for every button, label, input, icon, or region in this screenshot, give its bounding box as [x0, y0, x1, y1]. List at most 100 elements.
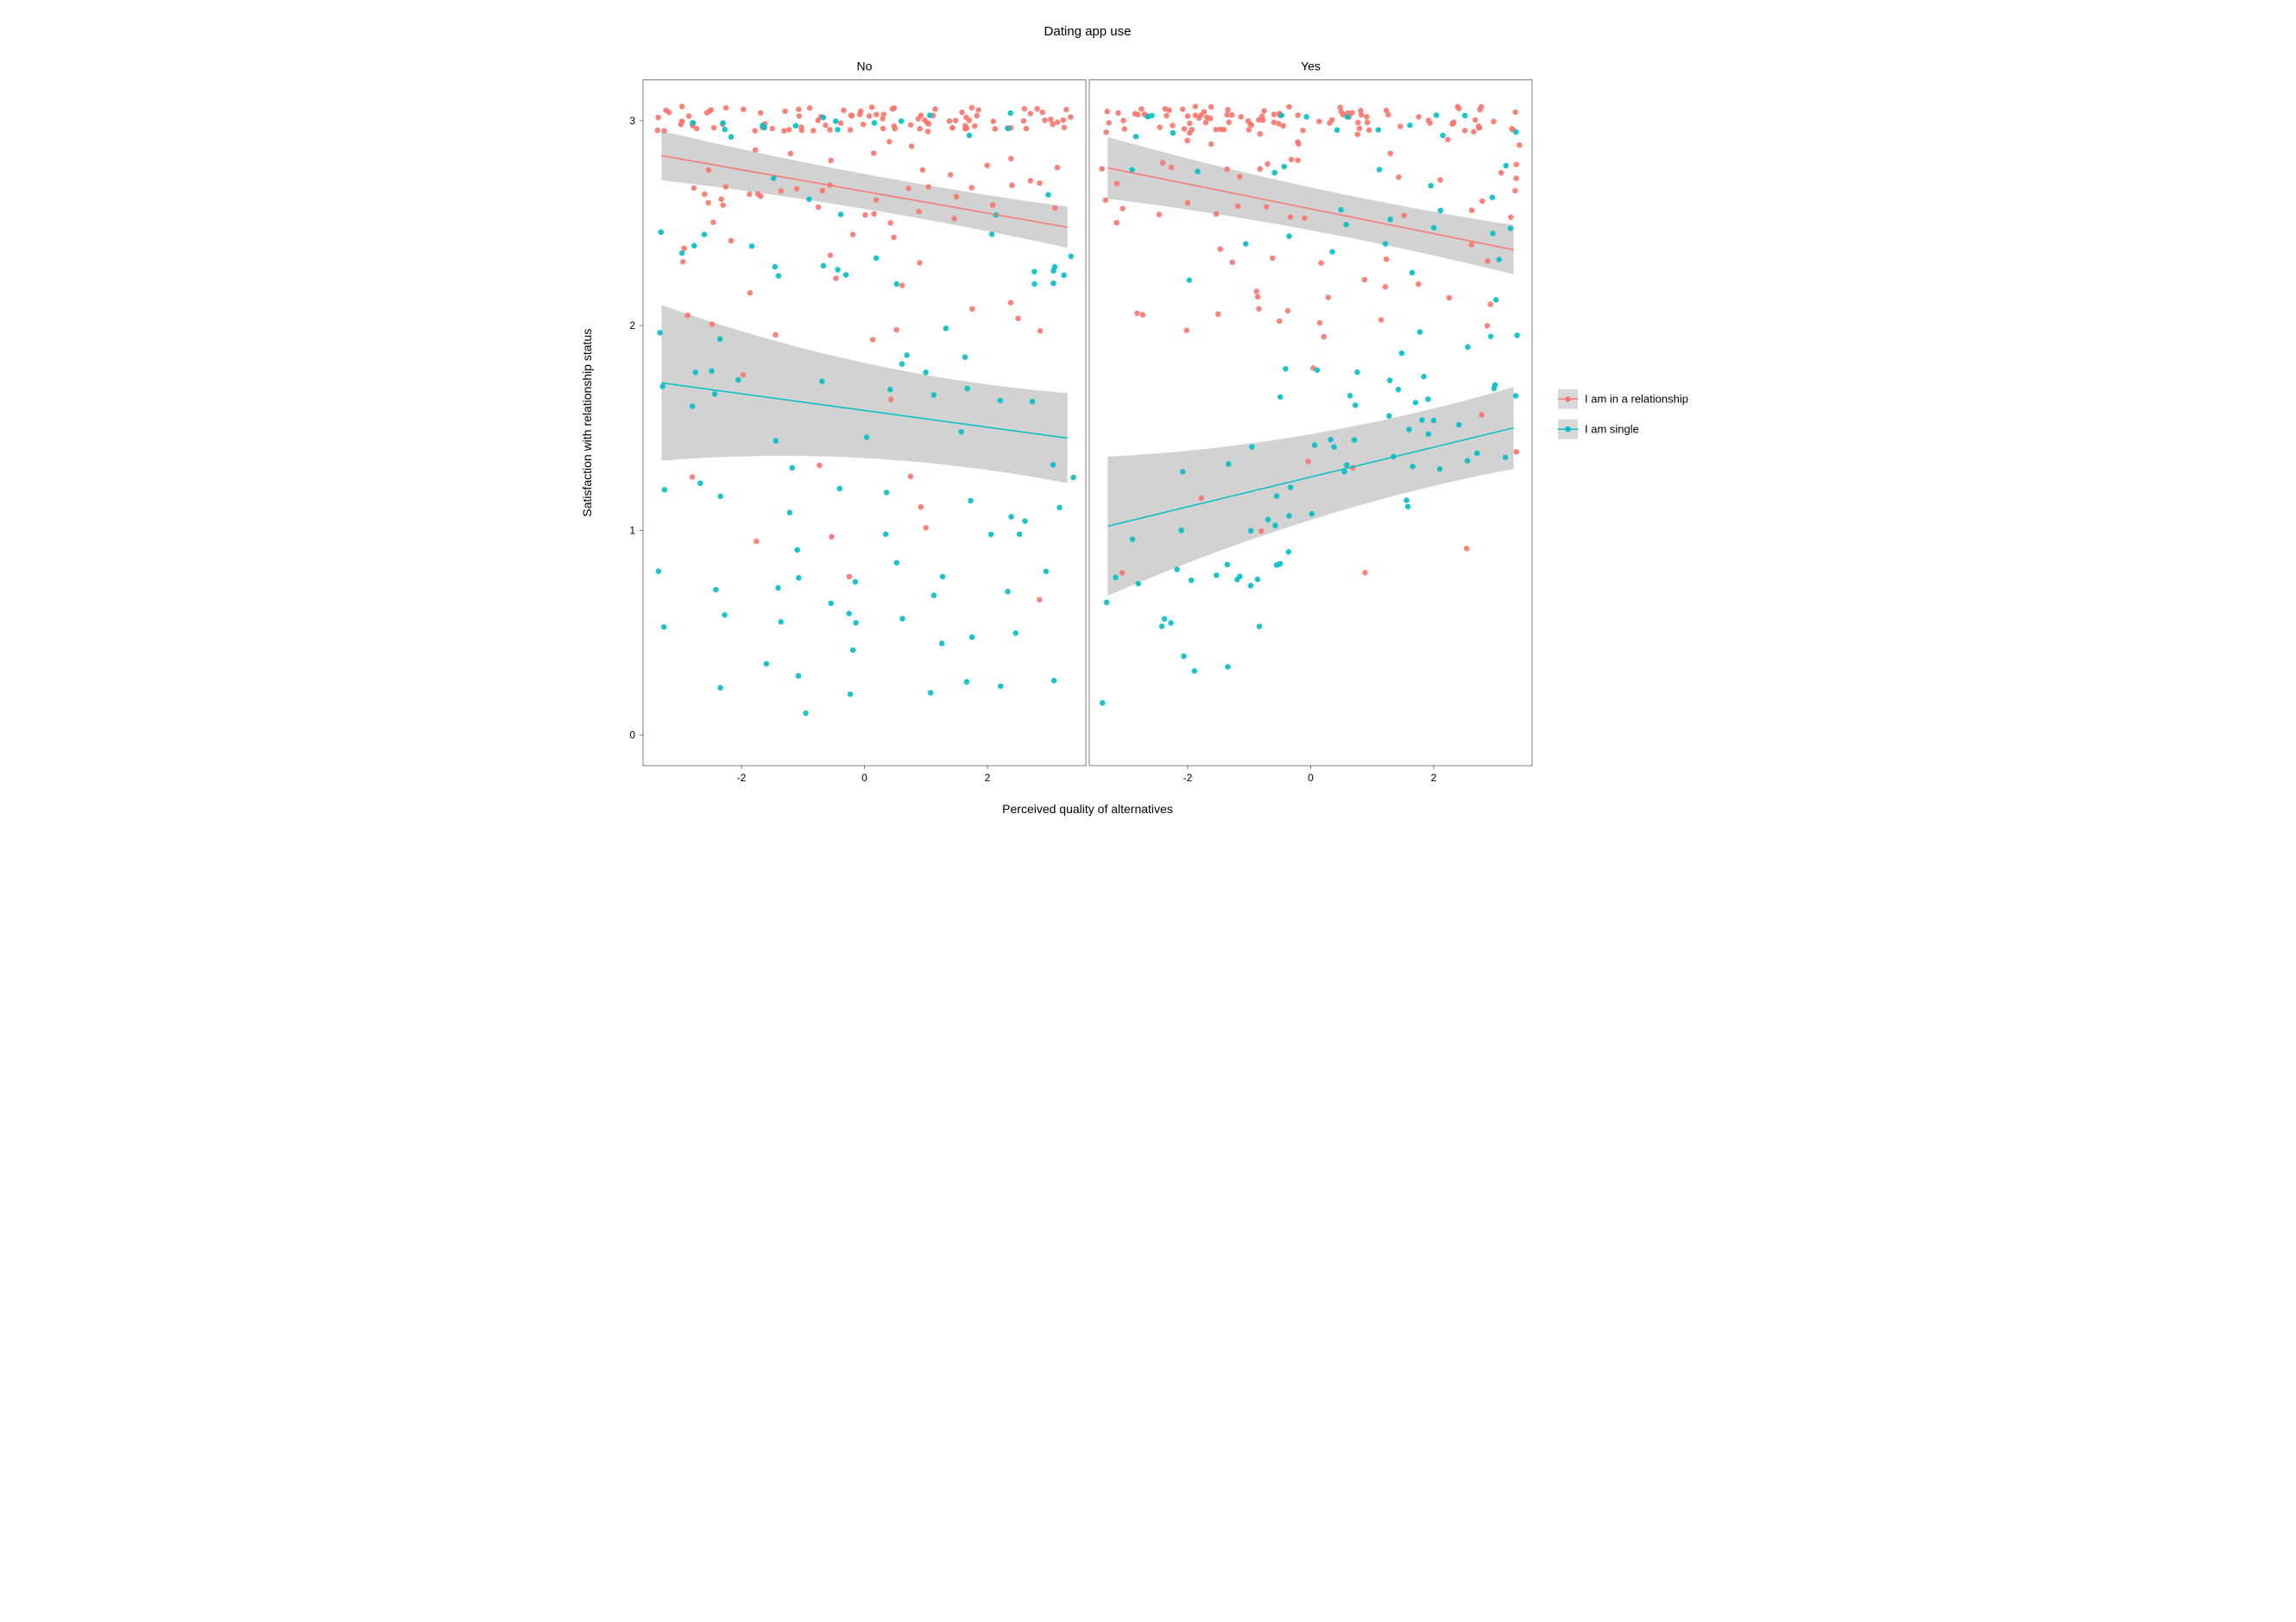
facet-no: No-2020123 — [629, 60, 1086, 785]
point-relationship — [827, 127, 833, 133]
point-relationship — [888, 396, 894, 402]
point-relationship — [1187, 130, 1193, 136]
ci-ribbon-relationship — [1107, 137, 1513, 275]
point-relationship — [729, 238, 735, 244]
point-relationship — [893, 327, 899, 333]
point-single — [821, 263, 827, 269]
point-single — [1051, 678, 1057, 684]
point-single — [717, 337, 723, 343]
point-single — [819, 379, 825, 385]
point-single — [1265, 517, 1271, 523]
point-relationship — [1120, 117, 1126, 123]
point-relationship — [1359, 112, 1365, 118]
point-single — [853, 579, 859, 585]
point-relationship — [1061, 117, 1067, 123]
point-single — [1345, 114, 1351, 120]
point-single — [931, 592, 937, 598]
facet-title-no: No — [857, 60, 873, 73]
point-single — [1405, 504, 1411, 510]
point-relationship — [1437, 177, 1443, 183]
point-relationship — [1021, 118, 1027, 124]
point-single — [1354, 369, 1360, 376]
point-single — [1050, 268, 1057, 274]
point-relationship — [916, 209, 922, 215]
point-relationship — [680, 259, 686, 265]
point-relationship — [886, 139, 893, 145]
point-relationship — [1185, 113, 1191, 119]
point-single — [1329, 249, 1335, 255]
point-relationship — [923, 525, 929, 531]
point-relationship — [705, 200, 711, 206]
point-relationship — [1401, 212, 1407, 218]
point-relationship — [1285, 308, 1291, 314]
point-single — [1057, 505, 1063, 511]
point-relationship — [1349, 110, 1355, 116]
point-relationship — [848, 127, 854, 133]
point-relationship — [747, 192, 753, 198]
point-relationship — [1037, 596, 1043, 603]
point-single — [1104, 600, 1110, 606]
point-relationship — [1447, 295, 1453, 301]
point-relationship — [720, 202, 726, 208]
point-relationship — [1384, 256, 1390, 262]
point-relationship — [708, 107, 714, 113]
point-relationship — [1063, 107, 1069, 113]
point-single — [1113, 575, 1119, 581]
point-relationship — [1208, 104, 1214, 110]
point-relationship — [847, 574, 853, 580]
ci-ribbon-single — [1107, 387, 1513, 596]
point-relationship — [788, 151, 794, 157]
point-single — [887, 387, 893, 393]
point-single — [794, 547, 800, 553]
ci-ribbon-relationship — [661, 131, 1067, 248]
point-single — [803, 710, 809, 716]
point-single — [806, 197, 812, 203]
point-relationship — [857, 111, 863, 117]
point-relationship — [1264, 204, 1270, 210]
point-relationship — [1476, 125, 1482, 131]
point-relationship — [925, 129, 931, 135]
legend-point-relationship — [1565, 396, 1571, 402]
point-single — [779, 619, 785, 625]
point-relationship — [706, 167, 712, 174]
point-relationship — [794, 186, 800, 192]
point-relationship — [1213, 127, 1219, 133]
point-single — [1225, 562, 1231, 568]
point-single — [1070, 475, 1076, 481]
point-relationship — [1473, 117, 1479, 123]
point-relationship — [1517, 142, 1523, 148]
point-relationship — [993, 126, 999, 132]
point-relationship — [871, 211, 877, 218]
point-single — [1344, 462, 1350, 468]
point-relationship — [1246, 127, 1252, 133]
point-single — [1272, 170, 1278, 176]
point-relationship — [1068, 114, 1074, 120]
point-relationship — [1180, 106, 1186, 112]
point-relationship — [718, 196, 724, 202]
point-relationship — [1226, 119, 1232, 125]
point-single — [1277, 394, 1284, 401]
point-relationship — [1198, 495, 1204, 502]
point-single — [717, 685, 723, 691]
point-relationship — [1224, 112, 1230, 118]
point-single — [928, 690, 934, 696]
point-single — [775, 585, 781, 591]
point-relationship — [691, 186, 697, 192]
point-single — [1170, 130, 1176, 136]
point-single — [1496, 256, 1502, 262]
point-relationship — [752, 128, 758, 134]
point-relationship — [1416, 114, 1422, 120]
point-relationship — [1469, 242, 1475, 248]
point-relationship — [1427, 120, 1433, 126]
point-relationship — [1300, 128, 1306, 134]
point-single — [702, 231, 708, 237]
point-relationship — [741, 106, 747, 112]
point-single — [662, 487, 668, 493]
point-single — [773, 264, 779, 270]
point-relationship — [959, 110, 965, 116]
point-relationship — [833, 275, 839, 281]
y-axis-label: Satisfaction with relationship status — [580, 329, 594, 517]
point-relationship — [967, 117, 973, 123]
point-relationship — [797, 113, 803, 119]
point-single — [1017, 532, 1023, 538]
